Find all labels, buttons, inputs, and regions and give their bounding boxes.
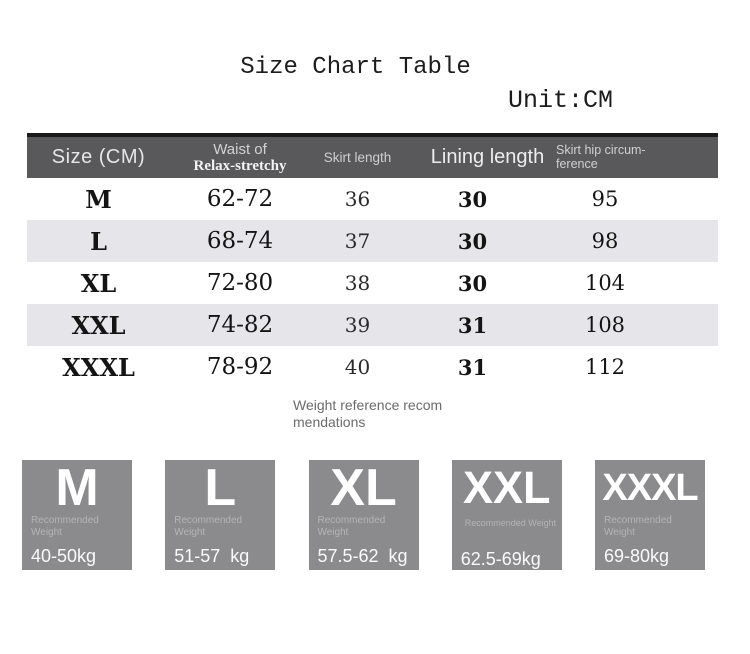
cell-waist: 68-74 — [206, 228, 274, 254]
box-size-letter: XXL — [462, 462, 551, 513]
cell-waist: 72-80 — [206, 270, 274, 296]
box-label: Recommended Weight — [595, 515, 705, 540]
cell-skirt-length: 39 — [344, 313, 371, 337]
box-weight-value: 69-80kg — [604, 546, 670, 566]
weight-boxes-row: M Recommended Weight 40-50kg L Recommend… — [22, 460, 705, 570]
header-cell-size: Size (CM) — [27, 137, 170, 178]
cell-size: XXL — [71, 310, 126, 340]
cell-hip: 95 — [591, 187, 619, 211]
header-hip-line1: Skirt hip circum- — [556, 143, 646, 157]
header-cell-skirt-length: Skirt length — [310, 137, 405, 178]
box-label-line2: Weight — [31, 526, 62, 538]
table-top-border — [27, 133, 718, 137]
cell-skirt-length: 37 — [344, 229, 371, 253]
cell-skirt-length: 36 — [344, 187, 371, 211]
box-label-line1: Recommended — [31, 515, 99, 526]
weight-box: XL Recommended Weight 57.5-62 kg — [308, 459, 419, 570]
cell-lining-length: 31 — [457, 312, 488, 338]
box-label-line1: Recommended — [317, 515, 386, 526]
table-row: L 68-74 37 30 98 — [27, 220, 718, 262]
header-hip-line2: ference — [556, 156, 598, 171]
weight-note-line2: mendations — [293, 413, 366, 430]
header-waist-line1: Waist of — [213, 140, 267, 158]
box-weight-value: 40-50kg — [31, 546, 97, 566]
weight-note-line1: Weight reference recom — [293, 397, 443, 413]
page-title: Size Chart Table — [240, 54, 471, 81]
box-size-letter: XL — [330, 459, 397, 517]
header-cell-lining-length: Lining length — [420, 137, 555, 178]
cell-size: XXXL — [62, 352, 135, 382]
box-label: Recommended Weight — [452, 515, 562, 543]
box-weight-value: 57.5-62 kg — [317, 546, 408, 566]
header-waist-line2: Relax-stretchy — [193, 157, 287, 174]
cell-hip: 112 — [584, 355, 626, 379]
weight-box: XXXL Recommended Weight 69-80kg — [595, 460, 705, 570]
box-weight-value: 62.5-69kg — [460, 549, 541, 569]
cell-size: M — [85, 184, 112, 214]
weight-box: XXL Recommended Weight 62.5-69kg — [451, 460, 562, 570]
weight-box: M Recommended Weight 40-50kg — [22, 460, 132, 570]
table-row: XXL 74-82 39 31 108 — [27, 304, 718, 346]
header-lining-length-label: Lining length — [430, 146, 545, 168]
cell-hip: 98 — [591, 229, 619, 253]
header-cell-hip: Skirt hip circum- ference — [540, 137, 718, 178]
size-table-body: M 62-72 36 30 95 L 68-74 37 30 98 XL 72-… — [27, 178, 718, 388]
table-row: XXXL 78-92 40 31 112 — [27, 346, 718, 388]
cell-size: XL — [80, 268, 117, 298]
cell-waist: 74-82 — [206, 312, 274, 338]
box-size-letter: L — [204, 459, 237, 517]
cell-waist: 78-92 — [206, 354, 274, 380]
box-label-line1: Recommended — [604, 515, 672, 526]
cell-lining-length: 30 — [457, 228, 488, 254]
unit-label: Unit:CM — [508, 86, 614, 115]
cell-skirt-length: 40 — [344, 355, 371, 379]
weight-box: L Recommended Weight 51-57 kg — [165, 459, 276, 570]
box-label: Recommended Weight — [165, 515, 275, 540]
box-size-letter: XXXL — [602, 467, 698, 509]
box-label-line2: Weight — [317, 526, 349, 538]
cell-lining-length: 30 — [457, 270, 488, 296]
table-row: M 62-72 36 30 95 — [27, 178, 718, 220]
header-cell-waist: Waist of Relax-stretchy — [170, 137, 310, 178]
cell-waist: 62-72 — [206, 186, 274, 212]
header-size-label: Size (CM) — [51, 146, 146, 168]
table-row: XL 72-80 38 30 104 — [27, 262, 718, 304]
box-label-line2: Weight — [604, 526, 635, 538]
header-skirt-length-label: Skirt length — [323, 150, 392, 165]
cell-skirt-length: 38 — [344, 271, 371, 295]
box-label: Recommended Weight — [22, 515, 132, 540]
size-table: Size (CM) Waist of Relax-stretchy Skirt … — [27, 133, 718, 388]
box-size-letter: M — [55, 459, 99, 517]
box-label-line1: Recommended Weight — [464, 518, 557, 528]
cell-lining-length: 30 — [457, 186, 488, 212]
box-weight-value: 51-57 kg — [174, 546, 250, 566]
table-header-row: Size (CM) Waist of Relax-stretchy Skirt … — [27, 137, 718, 178]
cell-size: L — [90, 226, 107, 256]
cell-lining-length: 31 — [457, 354, 488, 380]
cell-hip: 104 — [584, 271, 626, 295]
weight-note: Weight reference recom mendations — [293, 397, 442, 430]
cell-hip: 108 — [584, 313, 626, 337]
box-label-line1: Recommended — [174, 515, 243, 526]
box-label-line2: Weight — [174, 526, 206, 538]
box-label: Recommended Weight — [309, 515, 419, 540]
